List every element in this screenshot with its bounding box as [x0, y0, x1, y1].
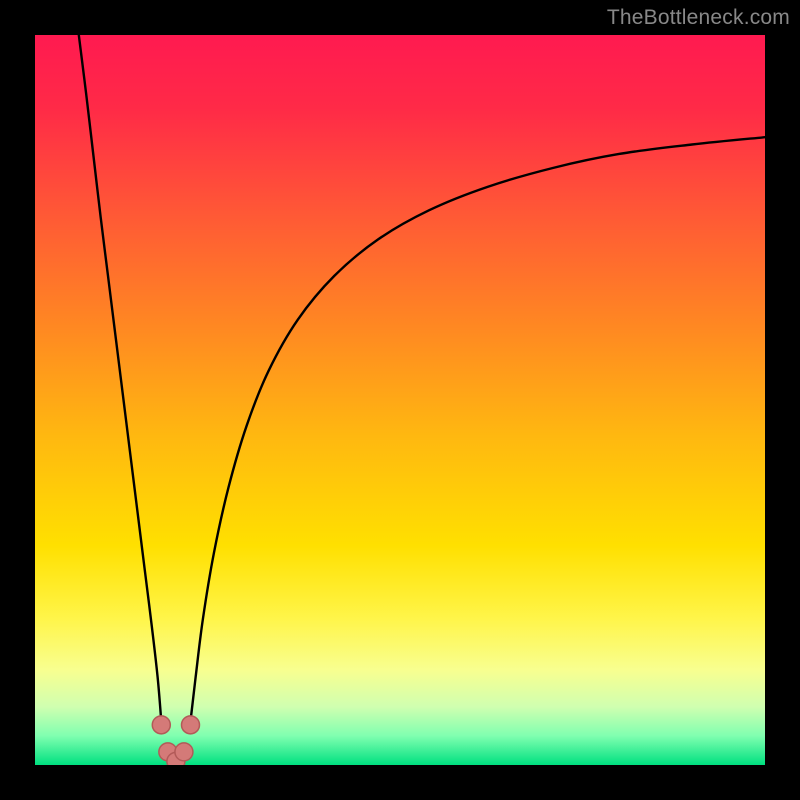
marker-dot [152, 716, 170, 734]
watermark-text: TheBottleneck.com [607, 6, 790, 30]
chart-container: TheBottleneck.com [0, 0, 800, 800]
bottleneck-plot [0, 0, 800, 800]
plot-background [35, 35, 765, 765]
marker-dot [175, 743, 193, 761]
marker-dot [181, 716, 199, 734]
